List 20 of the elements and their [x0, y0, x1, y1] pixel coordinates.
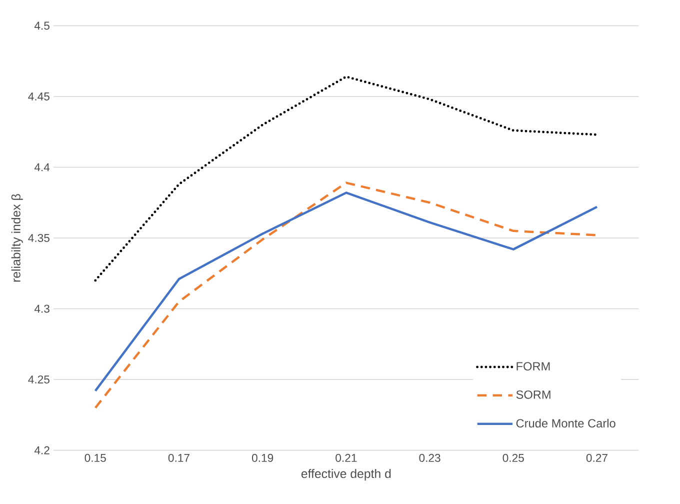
y-tick-label: 4.45	[28, 92, 50, 101]
x-tick-label: 0.17	[168, 454, 190, 462]
x-tick-label: 0.27	[586, 454, 608, 462]
x-tick-label: 0.15	[84, 454, 106, 462]
x-tick-label: 0.25	[502, 454, 524, 462]
legend-label: Crude Monte Carlo	[516, 418, 616, 428]
legend-label: FORM	[516, 362, 550, 371]
y-tick-label: 4.2	[34, 446, 50, 454]
y-axis-title: reliabilty index β	[11, 194, 23, 282]
y-tick-label: 4.3	[34, 304, 50, 313]
y-tick-label: 4.35	[28, 234, 50, 242]
y-tick-label: 4.4	[34, 163, 50, 172]
line-series	[94, 76, 598, 282]
x-tick-label: 0.19	[252, 454, 274, 462]
x-tick-label: 0.23	[419, 454, 440, 462]
y-tick-label: 4.25	[28, 376, 50, 384]
x-tick-label: 0.21	[336, 454, 357, 462]
legend-label: SORM	[516, 390, 550, 399]
y-tick-label: 4.5	[34, 22, 50, 30]
x-axis-title: effective depth d	[301, 469, 391, 481]
